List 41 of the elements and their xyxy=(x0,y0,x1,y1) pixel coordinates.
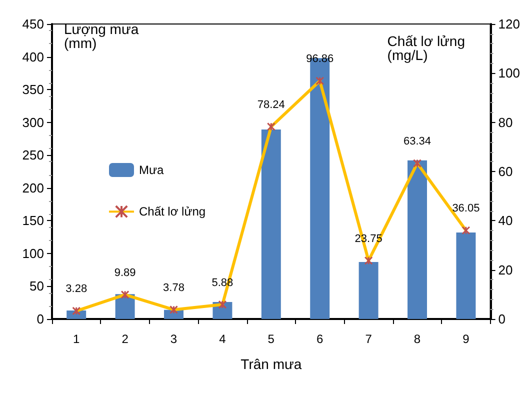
y-tick-label: 450 xyxy=(22,16,44,32)
y-tick-label: 50 xyxy=(30,278,44,294)
y2-tick-label: 100 xyxy=(498,66,520,81)
x-tick-label: 5 xyxy=(268,332,275,346)
data-label: 9.89 xyxy=(114,266,136,279)
y-tick-label: 400 xyxy=(22,49,44,64)
y2-axis-title: Chất lơ lửng (mg/L) xyxy=(387,33,466,63)
x-tick-label: 8 xyxy=(414,332,421,346)
y-tick-label: 250 xyxy=(22,148,44,163)
x-tick-label: 1 xyxy=(73,332,80,346)
data-label: 3.78 xyxy=(163,282,184,294)
x-tick-label: 2 xyxy=(122,332,129,346)
y-tick-label: 100 xyxy=(22,246,44,261)
y-tick-label: 150 xyxy=(22,213,44,228)
y-tick-label: 300 xyxy=(22,114,44,130)
bar xyxy=(456,232,476,319)
legend-label: Mưa xyxy=(139,163,164,177)
x-tick-label: 4 xyxy=(219,332,226,346)
data-label: 63.34 xyxy=(403,136,432,148)
y-axis-title: Lượng mưa (mm) xyxy=(64,21,139,51)
legend-label: Chất lơ lửng xyxy=(139,204,206,219)
data-label: 36.05 xyxy=(452,202,480,215)
y2-tick-label: 60 xyxy=(498,164,513,179)
y2-tick-label: 80 xyxy=(498,114,513,130)
bar xyxy=(358,262,378,319)
bar xyxy=(261,130,281,319)
x-tick-label: 9 xyxy=(462,332,470,346)
x-tick-label: 6 xyxy=(316,332,324,346)
y2-tick-label: 40 xyxy=(498,213,513,228)
y2-tick-label: 120 xyxy=(498,16,520,32)
y-tick-label: 200 xyxy=(22,180,44,196)
y-tick-label: 350 xyxy=(22,82,44,98)
bar xyxy=(408,160,427,319)
y2-tick-label: 20 xyxy=(498,262,513,278)
x-tick-label: 7 xyxy=(365,332,372,346)
data-label: 3.28 xyxy=(66,283,88,296)
data-label: 78.24 xyxy=(257,98,285,111)
x-tick-label: 3 xyxy=(170,332,178,346)
x-axis-title: Trân mưa xyxy=(240,356,302,372)
y-tick-label: 0 xyxy=(36,312,44,326)
y2-tick-label: 0 xyxy=(498,312,506,326)
